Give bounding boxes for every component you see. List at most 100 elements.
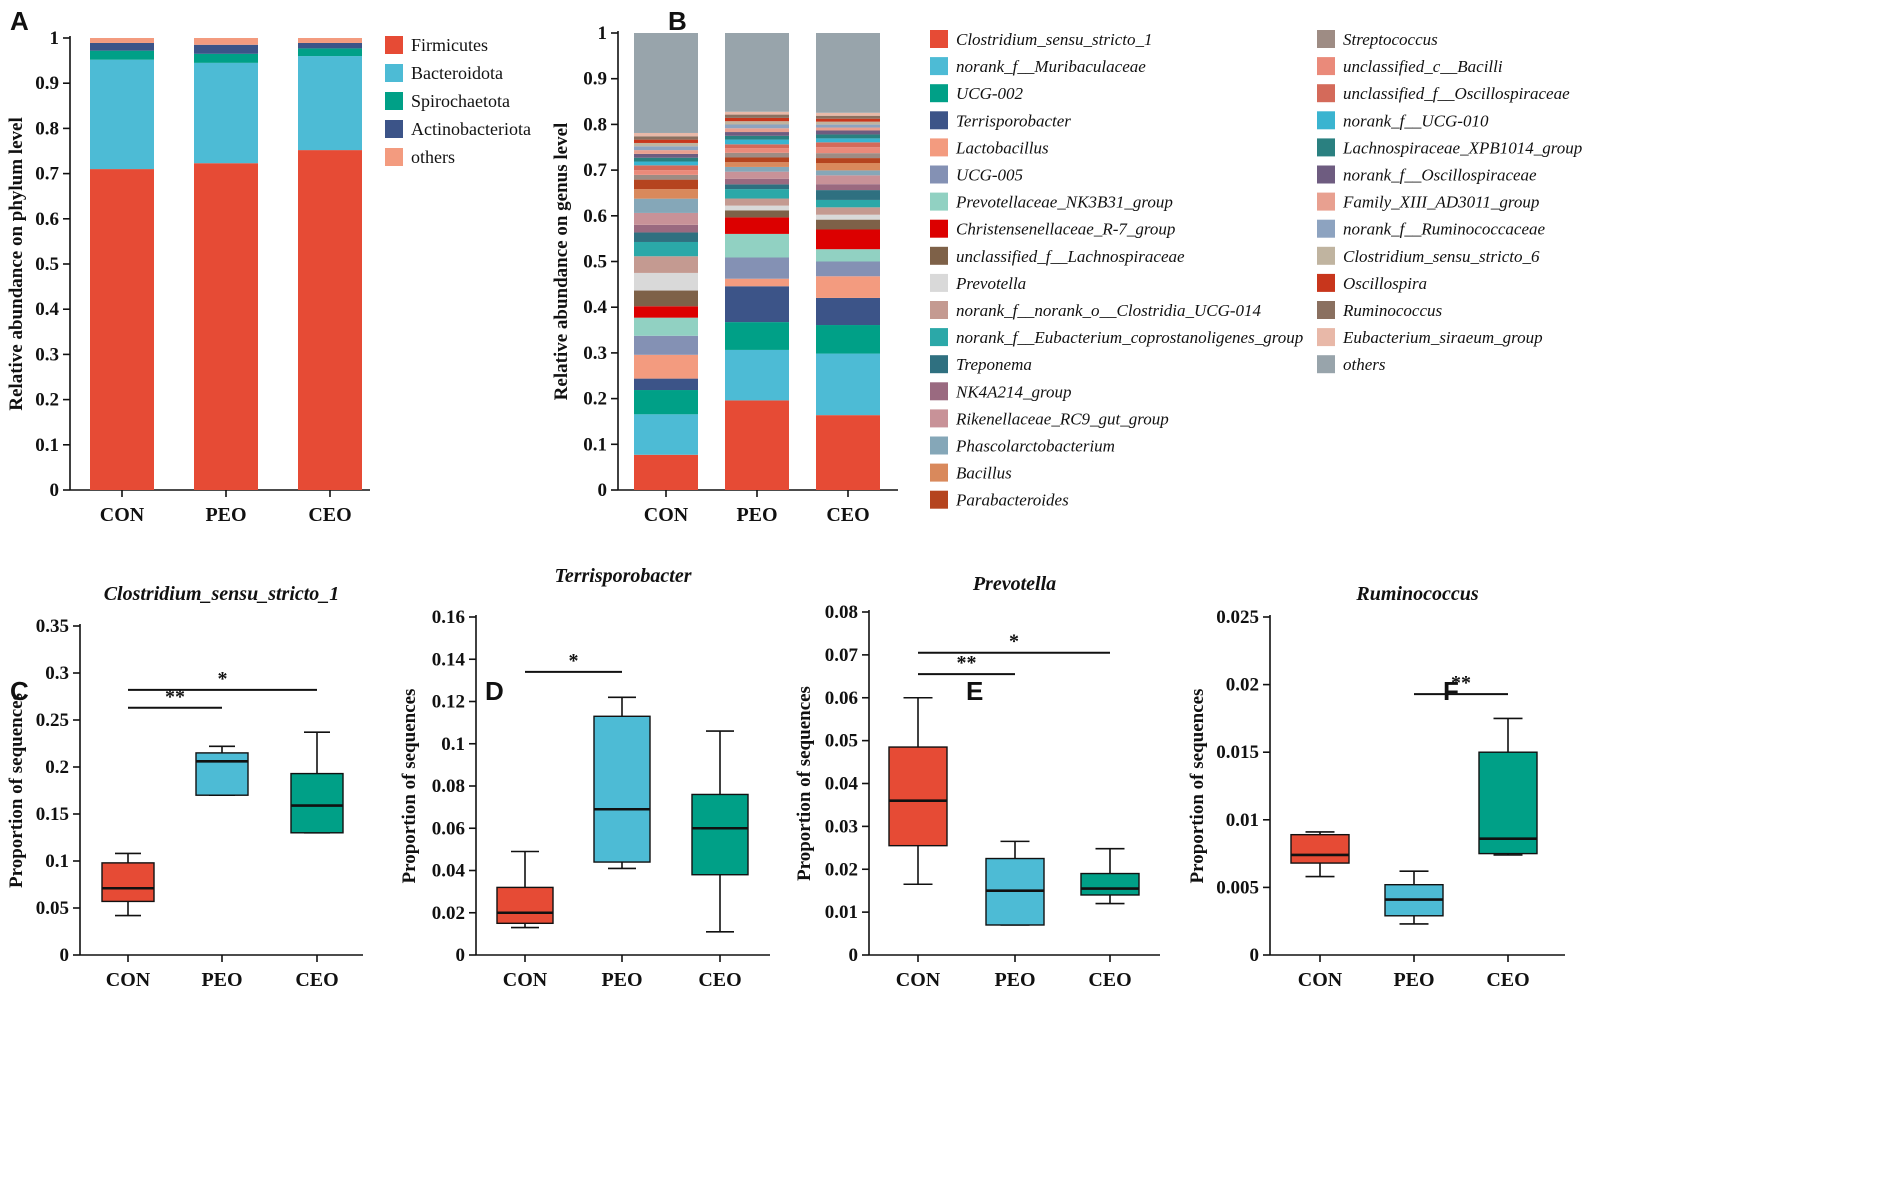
- bar-ucg-005-con: [634, 335, 698, 355]
- y-axis-label-d: Proportion of sequences: [399, 689, 420, 884]
- boxplot-ruminococcus: Ruminococcus 0 0.005 0.01 0.015 0.02 0.025 CON P…: [1187, 583, 1565, 991]
- legend-swatch-streptococcus: [1317, 30, 1335, 48]
- bar-clostridium-sensu-stricto-6-ceo: [816, 121, 880, 125]
- legend-label-unclassified-f-oscillospiraceae: unclassified_f__Oscillospiraceae: [1343, 84, 1570, 103]
- bar-prevotella-ceo: [816, 214, 880, 220]
- y-axis-label-c: Proportion of sequences: [6, 693, 27, 888]
- y-tick-label-b: 0.4: [583, 297, 607, 318]
- legend-label-spirochaetota: Spirochaetota: [411, 91, 510, 111]
- y-tick-label-f: 0.025: [1216, 607, 1259, 628]
- bar-family-xiii-ad3011-group-con: [634, 150, 698, 154]
- bar-clostridium-sensu-stricto-6-con: [634, 142, 698, 147]
- bar-others-ceo: [298, 38, 362, 43]
- boxplot-clostridium: Clostridium_sensu_stricto_1 0 0.05 0.1 0.15 0…: [6, 583, 363, 991]
- legend-label-clostridium-sensu-stricto-1: Clostridium_sensu_stricto_1: [956, 30, 1152, 49]
- y-tick-label-b: 0.8: [583, 114, 607, 135]
- bar-clostridium-sensu-stricto-1-ceo: [816, 415, 880, 490]
- bar-lachnospiraceae-xpb1014-group-peo: [725, 135, 789, 140]
- y-tick-label-a: 0.1: [35, 435, 59, 456]
- chart-title-c: Clostridium_sensu_stricto_1: [104, 583, 340, 605]
- legend-label-unclassified-f-lachnospiraceae: unclassified_f__Lachnospiraceae: [956, 247, 1185, 266]
- significance-label-0: *: [218, 668, 228, 690]
- bar-family-xiii-ad3011-group-ceo: [816, 127, 880, 131]
- legend-swatch-oscillospira: [1317, 273, 1335, 292]
- y-tick-label-c: 0.15: [36, 804, 69, 825]
- legend-swatch-norank-f-muribaculaceae: [930, 57, 948, 76]
- bar-nk4a214-group-ceo: [816, 184, 880, 191]
- bar-oscillospira-peo: [725, 117, 789, 122]
- box-con: [1290, 833, 1350, 864]
- legend-swatch-ucg-002: [930, 84, 948, 103]
- legend-label-lachnospiraceae-xpb1014-group: Lachnospiraceae_XPB1014_group: [1342, 138, 1582, 157]
- legend-swatch-prevotellaceae-nk3b31-group: [930, 192, 948, 211]
- y-tick-label-d: 0.14: [432, 649, 466, 670]
- box-con: [888, 746, 948, 847]
- y-tick-label-d: 0.12: [432, 692, 465, 713]
- bar-unclassified-c-bacilli-con: [634, 170, 698, 175]
- legend-label-terrisporobacter: Terrisporobacter: [956, 111, 1071, 130]
- legend-label-oscillospira: Oscillospira: [1343, 274, 1427, 293]
- y-tick-label-b: 0.2: [583, 389, 607, 410]
- bar-bacteroidota-con: [90, 59, 154, 170]
- legend-label-ruminococcus: Ruminococcus: [1342, 301, 1443, 320]
- y-tick-label-d: 0.06: [432, 818, 465, 839]
- y-axis-label-a: Relative abundance on phylum level: [6, 117, 27, 410]
- y-tick-label-e: 0.08: [825, 602, 858, 623]
- legend-label-ucg-005: UCG-005: [956, 166, 1023, 185]
- bar-prevotellaceae-nk3b31-group-peo: [725, 233, 789, 258]
- y-tick-label-a: 0.3: [35, 344, 59, 365]
- bar-treponema-peo: [725, 184, 789, 190]
- legend-label-streptococcus: Streptococcus: [1343, 30, 1438, 49]
- legend-swatch-nk4a214-group: [930, 382, 948, 401]
- bar-ucg-005-ceo: [816, 261, 880, 277]
- x-tick-label-b: CEO: [826, 504, 869, 526]
- y-tick-label-f: 0.02: [1226, 675, 1259, 696]
- legend-swatch-bacillus: [930, 463, 948, 482]
- bar-nk4a214-group-con: [634, 224, 698, 233]
- bar-spirochaetota-ceo: [298, 48, 362, 57]
- bar-terrisporobacter-con: [634, 378, 698, 391]
- x-tick-label-e: CON: [896, 969, 941, 991]
- bar-unclassified-f-oscillospiraceae-ceo: [816, 142, 880, 148]
- legend-label-others: others: [411, 147, 455, 167]
- bar-norank-f-eubacterium-coprostanoligenes-group-con: [634, 241, 698, 257]
- legend-label-firmicutes: Firmicutes: [411, 35, 488, 55]
- bar-bacteroidota-peo: [194, 62, 258, 164]
- boxplot-terrisporobacter: Terrisporobacter 0 0.02 0.04 0.06 0.08 0.1 0.12…: [399, 565, 770, 991]
- y-tick-label-f: 0.005: [1216, 877, 1259, 898]
- bar-unclassified-c-bacilli-peo: [725, 148, 789, 153]
- bar-norank-f-norank-o-clostridia-ucg-014-ceo: [816, 207, 880, 215]
- y-tick-label-a: 0.4: [35, 299, 59, 320]
- x-tick-label-f: PEO: [1393, 969, 1434, 991]
- panel-label-b: B: [668, 6, 687, 36]
- bar-ucg-002-con: [634, 390, 698, 415]
- bar-norank-f-ruminococcaceae-peo: [725, 124, 789, 129]
- y-tick-label-e: 0.02: [825, 859, 858, 880]
- bar-parabacteroides-con: [634, 179, 698, 190]
- y-tick-label-b: 0.7: [583, 160, 607, 181]
- x-tick-label-d: PEO: [601, 969, 642, 991]
- legend-swatch-parabacteroides: [930, 490, 948, 509]
- legend-label-clostridium-sensu-stricto-6: Clostridium_sensu_stricto_6: [1343, 247, 1540, 266]
- y-tick-label-e: 0.06: [825, 688, 858, 709]
- x-tick-label-e: PEO: [994, 969, 1035, 991]
- bar-streptococcus-ceo: [816, 153, 880, 159]
- bar-others-peo: [194, 38, 258, 45]
- bar-treponema-con: [634, 232, 698, 242]
- legend-label-prevotellaceae-nk3b31-group: Prevotellaceae_NK3B31_group: [955, 193, 1173, 212]
- x-tick-label-c: CEO: [295, 969, 338, 991]
- x-tick-label-b: PEO: [736, 504, 777, 526]
- panel-label-a: A: [10, 6, 29, 36]
- legend-swatch-lactobacillus: [930, 138, 948, 157]
- legend-swatch-unclassified-f-lachnospiraceae: [930, 246, 948, 265]
- y-tick-label-a: 0.8: [35, 118, 59, 139]
- legend-swatch-actinobacteriota: [385, 120, 403, 138]
- significance-label-0: *: [1009, 631, 1019, 653]
- bar-firmicutes-ceo: [298, 150, 362, 490]
- legend-label-norank-f-oscillospiraceae: norank_f__Oscillospiraceae: [1343, 166, 1537, 185]
- y-tick-label-c: 0.1: [45, 851, 69, 872]
- bar-rikenellaceae-rc9-gut-group-con: [634, 212, 698, 225]
- legend-label-norank-f-norank-o-clostridia-ucg-014: norank_f__norank_o__Clostridia_UCG-014: [956, 301, 1262, 320]
- y-tick-label-a: 1: [50, 28, 60, 49]
